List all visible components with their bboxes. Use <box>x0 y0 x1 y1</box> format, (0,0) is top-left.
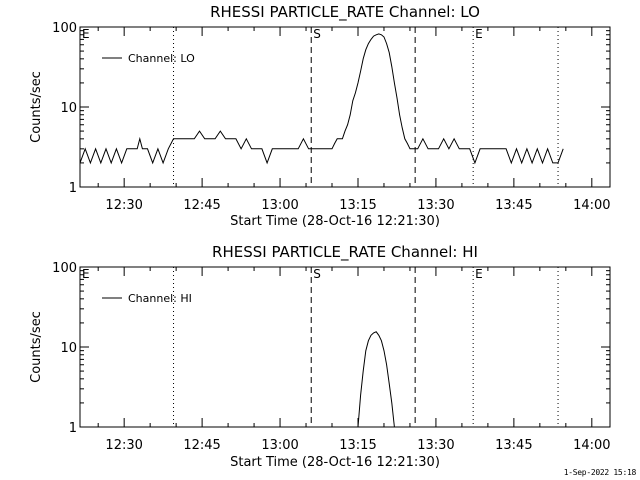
time-marker-label: E <box>82 267 90 281</box>
x-tick-label: 13:15 <box>339 198 376 213</box>
x-tick-label: 13:45 <box>495 198 532 213</box>
time-marker-label: E <box>82 27 90 41</box>
y-tick-label: 100 <box>52 21 77 36</box>
y-tick-label: 10 <box>60 341 77 356</box>
x-tick-label: 13:30 <box>417 198 454 213</box>
time-marker-label: S <box>313 267 321 281</box>
legend-entry: Channel: HI <box>128 292 192 305</box>
series-line <box>79 33 564 165</box>
x-tick-label: 14:00 <box>573 198 610 213</box>
chart-panel-1: RHESSI PARTICLE_RATE Channel: LO 12:30 12:… <box>29 3 611 229</box>
y-tick-label: 1 <box>69 421 77 436</box>
x-tick-label: 13:30 <box>417 438 454 453</box>
x-tick-label: 13:45 <box>495 438 532 453</box>
y-axis-label: Counts/sec <box>29 71 44 143</box>
x-tick-label: 13:15 <box>339 438 376 453</box>
y-tick-label: 100 <box>52 261 77 276</box>
y-axis-label: Counts/sec <box>29 311 44 383</box>
x-tick-label: 12:30 <box>105 438 142 453</box>
x-axis-label: Start Time (28-Oct-16 12:21:30) <box>230 455 440 470</box>
x-tick-label: 13:00 <box>261 438 298 453</box>
x-tick-label: 12:45 <box>183 438 220 453</box>
time-marker-label: E <box>475 27 483 41</box>
chart-title: RHESSI PARTICLE_RATE Channel: HI <box>212 243 478 262</box>
legend-entry: Channel: LO <box>128 52 195 65</box>
time-marker-label: S <box>313 27 321 41</box>
y-tick-label: 10 <box>60 101 77 116</box>
chart-title: RHESSI PARTICLE_RATE Channel: LO <box>210 3 480 22</box>
chart-panel-2: RHESSI PARTICLE_RATE Channel: HI 12:30 12:… <box>29 243 611 470</box>
footer-timestamp: 1-Sep-2022 15:18 <box>563 468 637 477</box>
plot-frame <box>79 266 611 428</box>
x-axis-label: Start Time (28-Oct-16 12:21:30) <box>230 214 440 229</box>
x-tick-label: 12:30 <box>105 198 142 213</box>
x-tick-label: 14:00 <box>573 438 610 453</box>
time-marker-label: E <box>475 267 483 281</box>
x-tick-label: 13:00 <box>261 198 298 213</box>
plot-frame <box>79 26 611 188</box>
series-line <box>357 331 395 428</box>
x-tick-label: 12:45 <box>183 198 220 213</box>
y-tick-label: 1 <box>69 181 77 196</box>
